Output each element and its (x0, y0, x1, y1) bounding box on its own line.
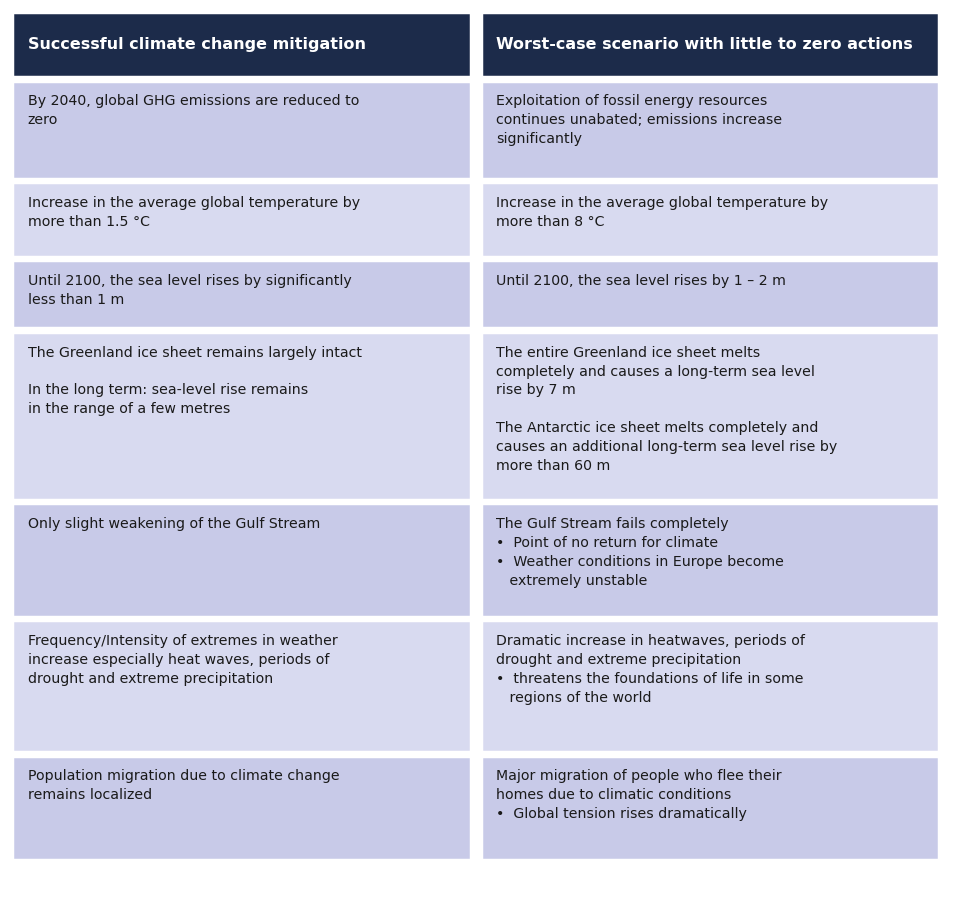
Bar (12, 332, 471, 500)
Bar (480, 620, 939, 752)
Text: Increase in the average global temperature by
more than 8 °C: Increase in the average global temperatu… (496, 196, 828, 229)
Bar (12, 503, 471, 617)
Bar (480, 332, 939, 500)
Bar (12, 81, 471, 179)
Bar (12, 756, 471, 860)
Text: The entire Greenland ice sheet melts
completely and causes a long-term sea level: The entire Greenland ice sheet melts com… (496, 346, 837, 473)
Bar (480, 260, 939, 328)
Text: Worst-case scenario with little to zero actions: Worst-case scenario with little to zero … (496, 37, 913, 52)
Text: Dramatic increase in heatwaves, periods of
drought and extreme precipitation
•  : Dramatic increase in heatwaves, periods … (496, 634, 804, 705)
Text: Only slight weakening of the Gulf Stream: Only slight weakening of the Gulf Stream (28, 517, 320, 531)
Bar (480, 81, 939, 179)
Bar (480, 182, 939, 257)
Bar (12, 182, 471, 257)
Text: Increase in the average global temperature by
more than 1.5 °C: Increase in the average global temperatu… (28, 196, 360, 229)
Bar (12, 260, 471, 328)
Text: Successful climate change mitigation: Successful climate change mitigation (28, 37, 366, 52)
Text: The Gulf Stream fails completely
•  Point of no return for climate
•  Weather co: The Gulf Stream fails completely • Point… (496, 517, 784, 588)
Text: Frequency/Intensity of extremes in weather
increase especially heat waves, perio: Frequency/Intensity of extremes in weath… (28, 634, 337, 686)
Text: Until 2100, the sea level rises by 1 – 2 m: Until 2100, the sea level rises by 1 – 2… (496, 274, 786, 288)
Bar (12, 12, 471, 77)
Text: By 2040, global GHG emissions are reduced to
zero: By 2040, global GHG emissions are reduce… (28, 94, 359, 127)
Text: The Greenland ice sheet remains largely intact

In the long term: sea-level rise: The Greenland ice sheet remains largely … (28, 346, 362, 416)
Text: Exploitation of fossil energy resources
continues unabated; emissions increase
s: Exploitation of fossil energy resources … (496, 94, 782, 146)
Text: Until 2100, the sea level rises by significantly
less than 1 m: Until 2100, the sea level rises by signi… (28, 274, 352, 307)
Text: Major migration of people who flee their
homes due to climatic conditions
•  Glo: Major migration of people who flee their… (496, 769, 781, 821)
Text: Population migration due to climate change
remains localized: Population migration due to climate chan… (28, 769, 339, 802)
Bar (12, 620, 471, 752)
Bar (480, 12, 939, 77)
Bar (480, 756, 939, 860)
Bar (480, 503, 939, 617)
